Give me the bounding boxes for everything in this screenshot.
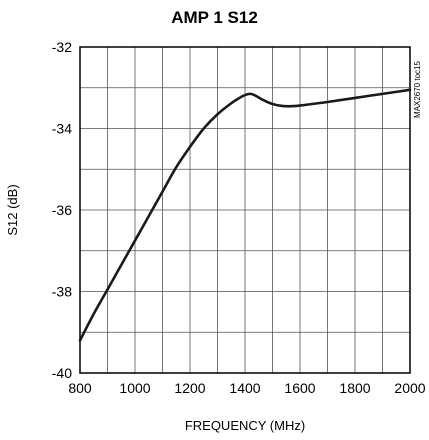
chart-title: AMP 1 S12 (171, 8, 258, 27)
x-tick-label: 800 (68, 380, 92, 396)
x-tick-label: 2000 (394, 380, 425, 396)
x-tick-label: 1400 (229, 380, 260, 396)
s12-series-line (78, 88, 412, 342)
x-tick-label: 1800 (339, 380, 370, 396)
y-tick-label: -34 (52, 121, 72, 137)
x-tick-label: 1000 (119, 380, 150, 396)
x-tick-label: 1200 (174, 380, 205, 396)
figure-id-note: MAX2670 toc15 (413, 61, 422, 118)
y-tick-label: -40 (52, 365, 72, 381)
x-tick-label: 1600 (284, 380, 315, 396)
plot-frame (79, 46, 411, 374)
y-tick-label: -38 (52, 284, 72, 300)
y-axis-ticks: -40 -38 -36 -34 -32 (52, 39, 72, 381)
y-tick-label: -36 (52, 202, 72, 218)
y-axis-label: S12 (dB) (5, 184, 20, 235)
x-axis-ticks: 800 1000 1200 1400 1600 1800 2000 (68, 380, 425, 396)
grid (80, 47, 410, 373)
y-tick-label: -32 (52, 39, 72, 55)
x-axis-label: FREQUENCY (MHz) (185, 418, 305, 433)
